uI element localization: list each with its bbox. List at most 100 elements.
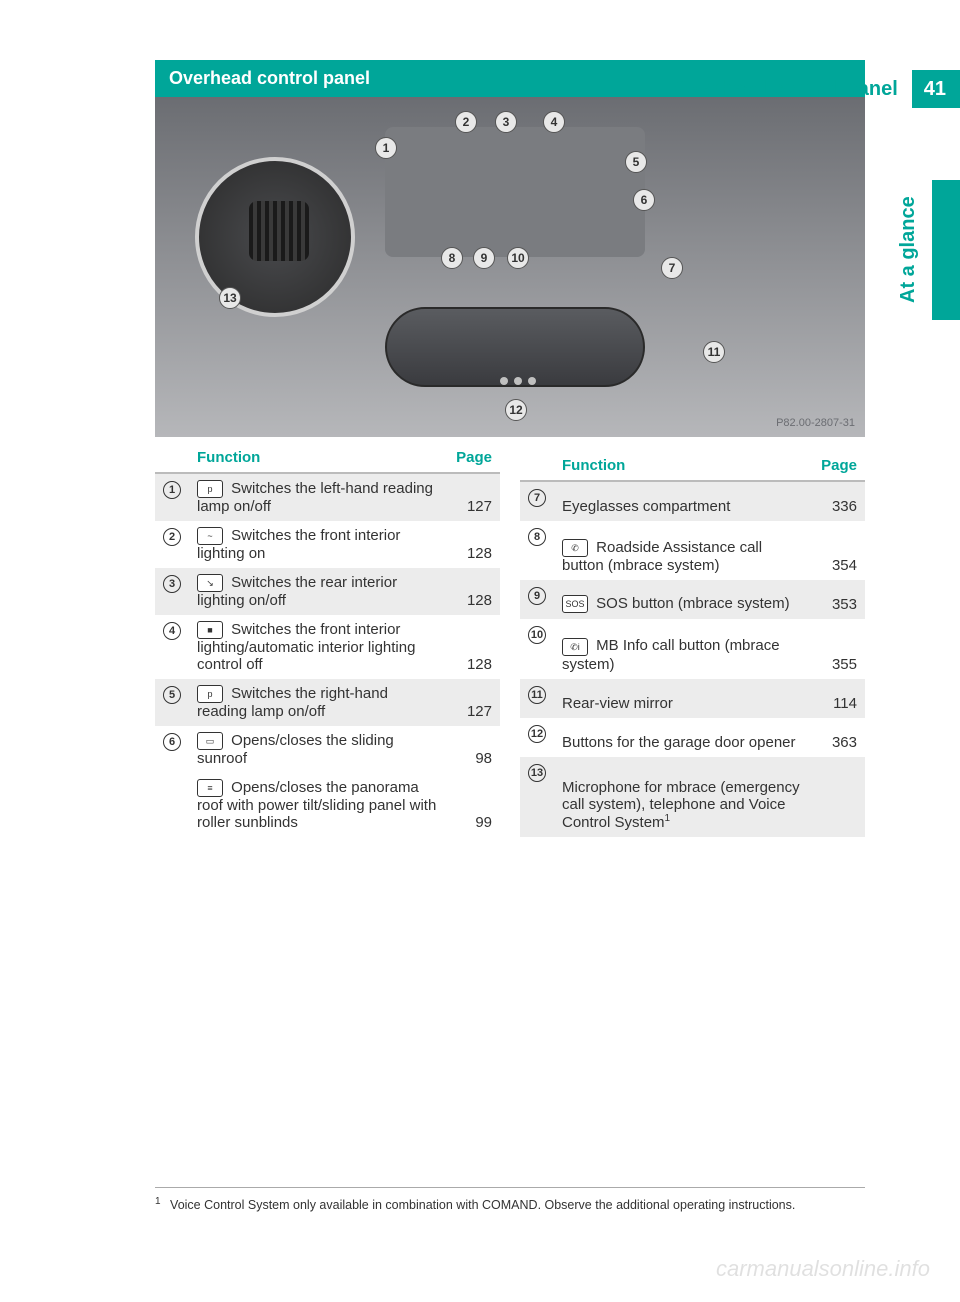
row-page: 354 — [810, 521, 865, 580]
table-row: 12 Buttons for the garage door opener363 — [520, 718, 865, 757]
row-number: 7 — [528, 489, 546, 507]
button-icon: ~ — [197, 527, 223, 545]
callout-6: 6 — [633, 189, 655, 211]
row-page: 99 — [445, 773, 500, 837]
overhead-panel-diagram: 12345678910111213 P82.00-2807-31 — [155, 97, 865, 437]
th-page: Page — [810, 443, 865, 481]
row-number: 6 — [163, 733, 181, 751]
row-page: 353 — [810, 580, 865, 619]
th-function: Function — [189, 443, 445, 473]
row-function: Buttons for the garage door opener — [554, 718, 810, 757]
button-icon: p — [197, 685, 223, 703]
table-row: 6 ▭ Opens/closes the sliding sunroof98 — [155, 726, 500, 773]
row-number: 10 — [528, 626, 546, 644]
row-page: 127 — [445, 679, 500, 726]
header-page-number: 41 — [912, 70, 960, 108]
function-tables: Function Page 1 p Switches the left-hand … — [155, 443, 865, 837]
row-function: Rear-view mirror — [554, 679, 810, 718]
table-row: 2 ~ Switches the front interior lighting … — [155, 521, 500, 568]
table-row: 7 Eyeglasses compartment336 — [520, 481, 865, 521]
row-page: 127 — [445, 473, 500, 521]
row-number: 4 — [163, 622, 181, 640]
table-row: 1 p Switches the left-hand reading lamp o… — [155, 473, 500, 521]
row-number: 3 — [163, 575, 181, 593]
row-number: 11 — [528, 686, 546, 704]
row-function: ~ Switches the front interior lighting o… — [189, 521, 445, 568]
table-row: 11 Rear-view mirror114 — [520, 679, 865, 718]
callout-12: 12 — [505, 399, 527, 421]
table-row: 8 ✆ Roadside Assistance call button (mbra… — [520, 521, 865, 580]
row-page: 128 — [445, 568, 500, 615]
button-icon: ✆i — [562, 638, 588, 656]
row-number: 2 — [163, 528, 181, 546]
row-function: ↘ Switches the rear interior lighting on… — [189, 568, 445, 615]
row-function: SOS SOS button (mbrace system) — [554, 580, 810, 619]
content-area: Overhead control panel 12345678910111213… — [155, 60, 865, 837]
button-icon: p — [197, 480, 223, 498]
watermark: carmanualsonline.info — [716, 1256, 930, 1282]
console-shape — [385, 127, 645, 257]
row-number: 9 — [528, 587, 546, 605]
row-number: 1 — [163, 481, 181, 499]
row-page: 114 — [810, 679, 865, 718]
callout-5: 5 — [625, 151, 647, 173]
button-icon: ▭ — [197, 732, 223, 750]
row-function: ▭ Opens/closes the sliding sunroof — [189, 726, 445, 773]
callout-1: 1 — [375, 137, 397, 159]
button-icon: ↘ — [197, 574, 223, 592]
row-page: 336 — [810, 481, 865, 521]
callout-10: 10 — [507, 247, 529, 269]
row-page: 355 — [810, 619, 865, 678]
mirror-shape — [385, 307, 645, 387]
row-number: 12 — [528, 725, 546, 743]
mirror-buttons — [500, 377, 536, 385]
row-page: 98 — [445, 726, 500, 773]
row-function: Eyeglasses compartment — [554, 481, 810, 521]
function-table-right: Function Page 7 Eyeglasses compartment336… — [520, 443, 865, 837]
button-icon: SOS — [562, 595, 588, 613]
footnote-text: Voice Control System only available in c… — [170, 1198, 795, 1212]
button-icon: ≡ — [197, 779, 223, 797]
callout-3: 3 — [495, 111, 517, 133]
row-page: 363 — [810, 718, 865, 757]
diagram-code: P82.00-2807-31 — [776, 417, 855, 429]
table-row: 5 p Switches the right-hand reading lamp … — [155, 679, 500, 726]
table-row: ≡ Opens/closes the panorama roof with po… — [155, 773, 500, 837]
row-function: p Switches the left-hand reading lamp on… — [189, 473, 445, 521]
button-icon: ✆ — [562, 539, 588, 557]
function-table-left: Function Page 1 p Switches the left-hand … — [155, 443, 500, 837]
row-number: 13 — [528, 764, 546, 782]
row-function: ✆ Roadside Assistance call button (mbrac… — [554, 521, 810, 580]
footnote-number: 1 — [155, 1196, 161, 1207]
callout-8: 8 — [441, 247, 463, 269]
row-number: 8 — [528, 528, 546, 546]
callout-4: 4 — [543, 111, 565, 133]
row-page: 128 — [445, 615, 500, 679]
side-tab — [932, 180, 960, 320]
callout-7: 7 — [661, 257, 683, 279]
row-function: ≡ Opens/closes the panorama roof with po… — [189, 773, 445, 837]
footnote: 1 Voice Control System only available in… — [155, 1187, 865, 1212]
row-function: p Switches the right-hand reading lamp o… — [189, 679, 445, 726]
row-function: ■ Switches the front interior lighting/a… — [189, 615, 445, 679]
callout-9: 9 — [473, 247, 495, 269]
callout-13: 13 — [219, 287, 241, 309]
table-row: 4 ■ Switches the front interior lighting/… — [155, 615, 500, 679]
callout-2: 2 — [455, 111, 477, 133]
callout-11: 11 — [703, 341, 725, 363]
row-function: Microphone for mbrace (emergency call sy… — [554, 757, 810, 838]
table-row: 10 ✆i MB Info call button (mbrace system)… — [520, 619, 865, 678]
side-section-label: At a glance — [897, 180, 920, 320]
table-row: 3 ↘ Switches the rear interior lighting o… — [155, 568, 500, 615]
table-row: 13 Microphone for mbrace (emergency call … — [520, 757, 865, 838]
row-function: ✆i MB Info call button (mbrace system) — [554, 619, 810, 678]
th-page: Page — [445, 443, 500, 473]
row-page — [810, 757, 865, 838]
button-icon: ■ — [197, 621, 223, 639]
vent-icon — [249, 201, 309, 261]
table-row: 9 SOS SOS button (mbrace system)353 — [520, 580, 865, 619]
row-page: 128 — [445, 521, 500, 568]
row-number: 5 — [163, 686, 181, 704]
manual-page: Overhead control panel 41 At a glance Ov… — [0, 0, 960, 1302]
th-function: Function — [554, 443, 810, 481]
